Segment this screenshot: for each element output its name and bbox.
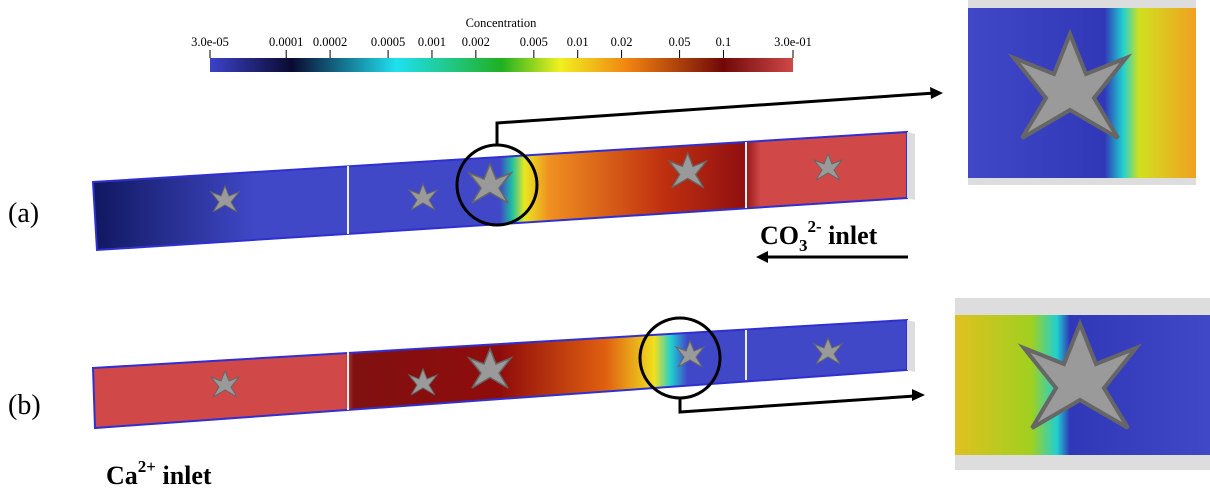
inlet-arrowhead <box>756 251 768 263</box>
colorbar-tick-label: 0.01 <box>567 35 589 49</box>
channel-b <box>93 318 925 428</box>
inset-a <box>968 0 1196 185</box>
inlet-label: Ca2+ inlet <box>106 457 212 490</box>
colorbar-tick-label: 0.05 <box>669 35 691 49</box>
figure: Concentration 3.0e-05 0.0001 0.0002 0.0005 0… <box>0 0 1210 493</box>
panel-label: (b) <box>8 390 41 421</box>
colorbar-tick-label: 0.0001 <box>269 35 303 49</box>
panel-label: (a) <box>8 198 39 229</box>
colorbar-tick-label: 0.005 <box>520 35 548 49</box>
colorbar-gradient <box>210 58 793 72</box>
colorbar-tick-label: 0.1 <box>716 35 732 49</box>
colorbar-tick-label: 0.002 <box>462 35 490 49</box>
colorbar-tick-label: 0.001 <box>418 35 446 49</box>
colorbar-tick-label: 0.02 <box>611 35 633 49</box>
colorbar-tick-label: 0.0005 <box>371 35 405 49</box>
colorbar-tick-label: 3.0e-05 <box>191 35 229 49</box>
colorbar-title: Concentration <box>466 16 538 30</box>
colorbar: Concentration 3.0e-05 0.0001 0.0002 0.0005 0… <box>191 16 812 72</box>
inset-b <box>955 298 1210 470</box>
colorbar-tick-label: 3.0e-01 <box>774 35 812 49</box>
colorbar-tick-label: 0.0002 <box>313 35 347 49</box>
inlet-label: CO32- inlet <box>760 217 878 255</box>
